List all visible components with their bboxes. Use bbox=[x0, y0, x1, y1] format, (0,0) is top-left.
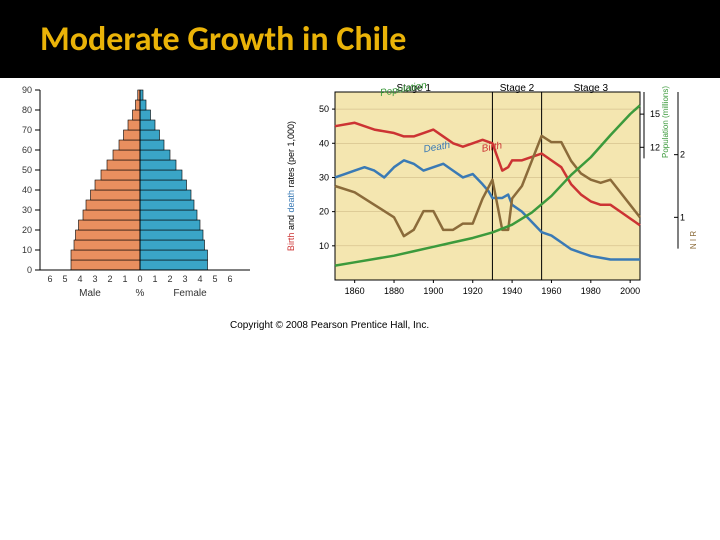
svg-text:40: 40 bbox=[22, 185, 32, 195]
svg-text:1940: 1940 bbox=[502, 286, 522, 296]
svg-text:1880: 1880 bbox=[384, 286, 404, 296]
population-pyramid-chart: 01020304050607080906543210123456Male%Fem… bbox=[10, 80, 260, 310]
svg-text:3: 3 bbox=[92, 274, 97, 284]
svg-text:1920: 1920 bbox=[463, 286, 483, 296]
svg-text:2: 2 bbox=[680, 150, 685, 160]
svg-text:5: 5 bbox=[212, 274, 217, 284]
svg-text:10: 10 bbox=[319, 241, 329, 251]
svg-text:10: 10 bbox=[22, 245, 32, 255]
svg-text:1960: 1960 bbox=[541, 286, 561, 296]
svg-text:50: 50 bbox=[22, 165, 32, 175]
svg-text:30: 30 bbox=[22, 205, 32, 215]
svg-text:20: 20 bbox=[22, 225, 32, 235]
svg-text:Female: Female bbox=[173, 288, 207, 299]
svg-text:Stage 3: Stage 3 bbox=[574, 83, 609, 94]
svg-text:2000: 2000 bbox=[620, 286, 640, 296]
page-title: Moderate Growth in Chile bbox=[40, 19, 406, 60]
svg-text:60: 60 bbox=[22, 145, 32, 155]
title-bar: Moderate Growth in Chile bbox=[0, 0, 720, 78]
svg-text:Birth and death rates (per 1,0: Birth and death rates (per 1,000) bbox=[286, 121, 296, 251]
svg-text:1: 1 bbox=[152, 274, 157, 284]
svg-text:70: 70 bbox=[22, 125, 32, 135]
svg-text:1: 1 bbox=[680, 212, 685, 222]
svg-text:20: 20 bbox=[319, 207, 329, 217]
svg-text:1980: 1980 bbox=[581, 286, 601, 296]
svg-text:80: 80 bbox=[22, 105, 32, 115]
svg-text:0: 0 bbox=[27, 265, 32, 275]
svg-text:4: 4 bbox=[197, 274, 202, 284]
svg-text:6: 6 bbox=[47, 274, 52, 284]
svg-text:40: 40 bbox=[319, 138, 329, 148]
svg-text:N I R: N I R bbox=[689, 231, 698, 249]
svg-text:4: 4 bbox=[77, 274, 82, 284]
svg-text:%: % bbox=[136, 288, 145, 299]
svg-text:3: 3 bbox=[182, 274, 187, 284]
svg-text:1900: 1900 bbox=[423, 286, 443, 296]
svg-text:12: 12 bbox=[650, 142, 660, 152]
svg-text:15: 15 bbox=[650, 109, 660, 119]
svg-text:90: 90 bbox=[22, 85, 32, 95]
svg-text:1860: 1860 bbox=[345, 286, 365, 296]
svg-text:2: 2 bbox=[107, 274, 112, 284]
demographic-transition-chart: 10 20 30 40 50 1860 1880 1900 1920 1940 1960 1980 20… bbox=[280, 80, 710, 310]
svg-text:6: 6 bbox=[227, 274, 232, 284]
copyright-text: Copyright © 2008 Pearson Prentice Hall, … bbox=[230, 320, 429, 331]
svg-text:1: 1 bbox=[122, 274, 127, 284]
svg-text:5: 5 bbox=[62, 274, 67, 284]
svg-text:50: 50 bbox=[319, 104, 329, 114]
svg-text:0: 0 bbox=[137, 274, 142, 284]
svg-text:30: 30 bbox=[319, 172, 329, 182]
svg-text:Stage 2: Stage 2 bbox=[500, 83, 535, 94]
svg-text:Population (millions): Population (millions) bbox=[661, 86, 670, 158]
chart-area: 01020304050607080906543210123456Male%Fem… bbox=[0, 78, 720, 328]
svg-text:Male: Male bbox=[79, 288, 101, 299]
svg-text:2: 2 bbox=[167, 274, 172, 284]
